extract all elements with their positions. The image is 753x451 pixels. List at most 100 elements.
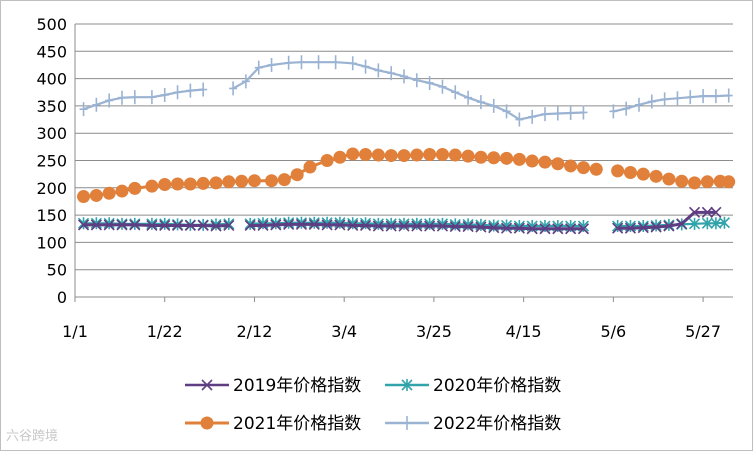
data-point (515, 112, 524, 127)
series-0 (77, 206, 722, 235)
data-point (551, 157, 565, 171)
data-point (385, 220, 397, 232)
data-point (412, 73, 421, 88)
data-point (525, 154, 539, 168)
data-point (173, 85, 182, 100)
data-point (303, 160, 317, 174)
data-point (673, 91, 682, 106)
legend-marker (401, 379, 413, 391)
data-point (199, 82, 208, 97)
axes: 0 50 100 150 200 250 300 350 400 450 500 1/1 1/22 2/1… (36, 15, 733, 341)
legend-item-0: 2019年价格指数 (185, 376, 361, 396)
x-tick-label: 3/25 (416, 322, 452, 341)
data-point (476, 95, 485, 110)
data-point (624, 222, 637, 234)
data-point (372, 220, 384, 232)
data-point (528, 109, 537, 124)
data-point (314, 55, 323, 70)
data-point (612, 222, 624, 234)
series-line (83, 88, 204, 111)
x-tick-label: 2/12 (236, 322, 272, 341)
legend-item-3: 2022年价格指数 (385, 414, 561, 434)
data-point (374, 63, 383, 78)
data-point (489, 98, 498, 113)
data-point (660, 92, 669, 107)
data-point (566, 105, 575, 120)
data-point (90, 217, 102, 230)
data-point (411, 220, 423, 232)
data-point (229, 81, 238, 96)
data-point (564, 159, 578, 173)
data-point (159, 219, 171, 232)
data-point (186, 83, 195, 98)
data-point (650, 219, 662, 232)
data-point (553, 106, 562, 121)
y-tick-label: 450 (36, 42, 67, 61)
y-tick-label: 200 (36, 179, 67, 198)
data-point (711, 89, 720, 104)
y-tick-label: 100 (36, 233, 67, 252)
data-point (102, 186, 116, 200)
data-point (686, 90, 695, 105)
data-point (688, 206, 701, 218)
legend-marker (201, 379, 213, 391)
data-point (284, 55, 293, 70)
data-point (247, 174, 261, 188)
data-point (539, 223, 551, 235)
data-point (77, 190, 91, 204)
data-point (718, 216, 731, 229)
data-point (675, 174, 689, 188)
data-point (387, 66, 396, 81)
data-point (89, 188, 103, 202)
series-group (77, 55, 736, 235)
data-point (589, 162, 603, 176)
legend-label: 2021年价格指数 (233, 414, 361, 434)
legend: 2019年价格指数 2020年价格指数 2021年价格指数 2022年价格指数 (185, 376, 561, 434)
data-point (222, 175, 236, 189)
data-point (347, 219, 359, 232)
data-point (436, 220, 449, 232)
data-point (277, 173, 291, 187)
data-point (700, 175, 714, 189)
legend-item-2: 2021年价格指数 (185, 414, 361, 434)
data-point (265, 174, 279, 188)
legend-label: 2022年价格指数 (433, 414, 561, 434)
data-point (209, 176, 223, 190)
y-tick-label: 250 (36, 152, 67, 171)
data-point (290, 168, 304, 182)
data-point (295, 216, 308, 229)
data-point (576, 161, 590, 175)
y-tick-label: 150 (36, 206, 67, 225)
data-point (538, 155, 552, 169)
data-point (257, 219, 269, 232)
x-tick-label: 5/6 (600, 322, 626, 341)
series-3 (79, 55, 733, 127)
data-point (158, 178, 172, 192)
data-point (130, 90, 139, 105)
y-tick-label: 50 (47, 261, 67, 280)
data-point (451, 85, 460, 100)
x-tick-label: 5/27 (685, 322, 721, 341)
data-point (308, 218, 320, 230)
data-point (159, 217, 171, 230)
y-tick-label: 400 (36, 70, 67, 89)
data-point (635, 97, 643, 112)
data-point (147, 90, 156, 105)
data-point (448, 148, 462, 162)
data-point (244, 217, 256, 230)
data-point (611, 164, 625, 178)
data-point (424, 220, 436, 232)
data-point (688, 217, 701, 230)
y-tick-label: 300 (36, 124, 67, 143)
data-point (79, 102, 88, 117)
data-point (321, 219, 333, 231)
data-point (541, 107, 549, 122)
data-point (283, 218, 295, 230)
data-point (270, 219, 282, 231)
data-point (254, 60, 263, 75)
data-point (500, 222, 513, 234)
data-point (283, 216, 295, 229)
data-point (425, 75, 434, 90)
data-point (115, 184, 129, 198)
